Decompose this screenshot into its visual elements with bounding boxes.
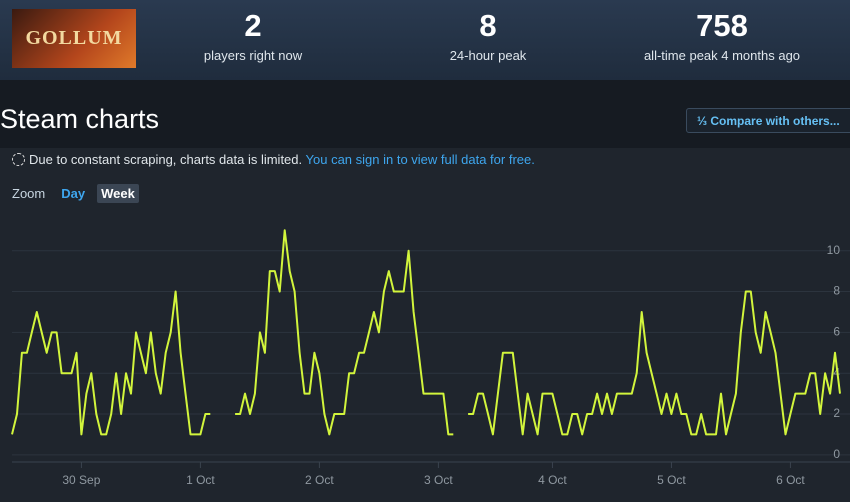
x-tick-label: 6 Oct (776, 473, 805, 487)
compare-text: Compare with others... (710, 114, 840, 128)
x-tick-label: 3 Oct (424, 473, 453, 487)
y-tick-label: 2 (833, 406, 840, 420)
zoom-option[interactable]: Day (61, 186, 86, 201)
y-tick-label: 8 (833, 284, 840, 298)
sign-in-link[interactable]: You can sign in to view full data for fr… (305, 152, 535, 167)
game-logo[interactable]: GOLLUM (12, 9, 136, 68)
x-tick-label: 2 Oct (305, 473, 334, 487)
compare-icon: ⅓ (697, 114, 708, 128)
x-tick-label: 30 Sep (62, 473, 100, 487)
stat-value: 8 (479, 8, 497, 43)
x-tick-label: 4 Oct (538, 473, 567, 487)
stat-label: 24-hour peak (449, 48, 527, 63)
stat-label: players right now (203, 48, 303, 63)
y-tick-label: 0 (833, 447, 840, 461)
notice: Due to constant scraping, charts data is… (12, 152, 535, 167)
zoom-bar: Zoom Day Week (12, 184, 147, 203)
zoom-option[interactable]: Week (97, 184, 139, 203)
stat-value: 758 (696, 8, 748, 43)
zoom-label: Zoom (12, 186, 46, 201)
stat-value: 2 (244, 8, 262, 43)
stat: 8 24-hour peak (378, 8, 598, 63)
section-title: Steam charts (0, 104, 160, 134)
x-tick-label: 5 Oct (657, 473, 686, 487)
compare-button[interactable]: ⅓ Compare with others... (686, 108, 850, 133)
player-line (11, 229, 841, 436)
header: GOLLUM 2 players right now 8 24-hour peak … (0, 0, 850, 80)
y-tick-label: 6 (833, 325, 840, 339)
notice-text: Due to constant scraping, charts data is… (29, 152, 303, 167)
y-tick-label: 10 (827, 243, 841, 257)
x-tick-label: 1 Oct (186, 473, 215, 487)
stat-label: all-time peak 4 months ago (643, 48, 801, 63)
stat: 758 all-time peak 4 months ago (612, 8, 832, 63)
stat: 2 players right now (143, 8, 363, 63)
